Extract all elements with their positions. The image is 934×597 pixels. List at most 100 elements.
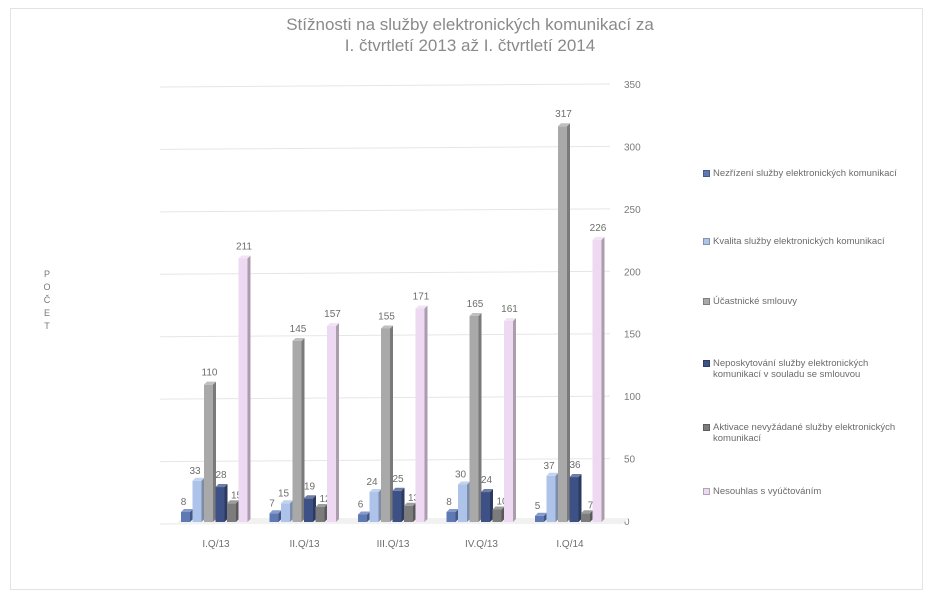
data-label: 211 — [236, 242, 252, 253]
bar — [492, 506, 505, 522]
legend-label: Nezřízení služby elektronických komunika… — [713, 168, 897, 179]
legend-entry: Neposkytování služby elektronických komun… — [703, 358, 868, 380]
bar-side — [578, 474, 582, 522]
bar — [238, 255, 251, 522]
bar-side — [390, 325, 393, 522]
data-label: 6 — [358, 500, 364, 511]
bar — [546, 472, 559, 522]
bar — [315, 504, 328, 522]
bar-side — [513, 317, 516, 522]
bar-front — [358, 514, 367, 522]
bar-front — [381, 328, 390, 522]
data-label: 157 — [324, 309, 341, 320]
chart-title-line-2: I. čtvrtletí 2013 až I. čtvrtletí 2014 — [344, 36, 596, 55]
bar-side — [478, 312, 482, 522]
data-label: 24 — [481, 475, 493, 486]
bar-top — [469, 312, 482, 316]
legend-label: Účastnické smlouvy — [713, 296, 797, 307]
category-label: II.Q/13 — [289, 539, 319, 550]
data-label: 8 — [446, 497, 452, 508]
legend-label: Aktivace nevyžádané služby elektronickýc… — [713, 422, 895, 444]
bar-side — [236, 500, 239, 522]
data-label: 317 — [555, 109, 572, 120]
bar-side — [301, 337, 305, 522]
bar-front — [469, 315, 479, 522]
bar-top — [238, 255, 251, 259]
bar-top — [546, 472, 559, 476]
bar-side — [590, 510, 593, 522]
bar-side — [247, 255, 251, 522]
bar-front — [204, 384, 213, 522]
bar-top — [358, 511, 370, 515]
bar-front — [404, 505, 413, 522]
bar-side — [455, 509, 459, 522]
data-label: 7 — [269, 498, 275, 509]
bar-front — [546, 475, 556, 522]
bar — [215, 484, 228, 522]
bar-front — [446, 512, 456, 522]
y-axis-label-char: Č — [43, 295, 51, 305]
bar-top — [558, 123, 570, 127]
bar-side — [213, 381, 216, 522]
legend-label: Nesouhlas s vyúčtováním — [713, 486, 821, 497]
category-label: IV.Q/13 — [465, 539, 498, 550]
bar — [381, 325, 393, 522]
bar-side — [567, 123, 570, 523]
legend-label: Neposkytování služby elektronických komun… — [713, 358, 868, 380]
bar-side — [336, 322, 339, 522]
bar-side — [413, 502, 416, 522]
bar-front — [327, 325, 336, 522]
bar — [569, 474, 582, 522]
legend-swatch — [703, 238, 710, 245]
legend-swatch — [703, 488, 710, 495]
bar-front — [192, 480, 202, 522]
y-tick-label: 250 — [624, 205, 641, 216]
gridline — [159, 270, 611, 275]
bar-side — [501, 506, 505, 522]
bar-top — [492, 506, 505, 510]
bar-front — [369, 492, 379, 522]
bar-top — [592, 236, 605, 240]
bar-side — [190, 509, 193, 522]
y-tick-label: 300 — [624, 142, 641, 153]
legend-entry: Účastnické smlouvy — [703, 296, 797, 307]
bar-top — [381, 325, 393, 329]
bar — [458, 481, 470, 522]
bar-side — [601, 236, 605, 522]
data-label: 10 — [496, 497, 508, 508]
bar-side — [378, 489, 382, 522]
bar-side — [201, 477, 205, 522]
bar-side — [544, 512, 547, 522]
data-label: 12 — [319, 494, 331, 505]
bar-front — [227, 503, 236, 522]
bar-side — [424, 305, 428, 522]
bar — [281, 500, 293, 522]
bar-top — [192, 477, 205, 481]
data-label: 15 — [278, 488, 290, 499]
bar-top — [315, 504, 328, 508]
bar-front — [315, 507, 325, 522]
bar-top — [535, 512, 547, 516]
bar — [269, 510, 282, 522]
bar-top — [581, 510, 593, 514]
legend-label-line: Neposkytování služby elektronických — [713, 358, 869, 369]
bar-front — [581, 513, 590, 522]
bar-side — [490, 489, 493, 522]
data-label: 145 — [290, 324, 307, 335]
data-label: 110 — [202, 368, 218, 379]
bar-top — [458, 481, 470, 485]
legend-label-line: komunikací — [713, 433, 762, 444]
y-tick-label: 50 — [624, 455, 636, 466]
bar-side — [401, 487, 405, 522]
bar — [327, 322, 339, 522]
bar-front — [569, 477, 579, 522]
bar-top — [269, 510, 282, 514]
bar-top — [415, 305, 428, 309]
bar-side — [278, 510, 282, 522]
bar — [192, 477, 205, 522]
y-tick-label: 350 — [624, 80, 641, 91]
bar — [469, 312, 482, 522]
bar-side — [313, 495, 316, 522]
bar-top — [481, 489, 493, 493]
bar — [504, 317, 516, 522]
